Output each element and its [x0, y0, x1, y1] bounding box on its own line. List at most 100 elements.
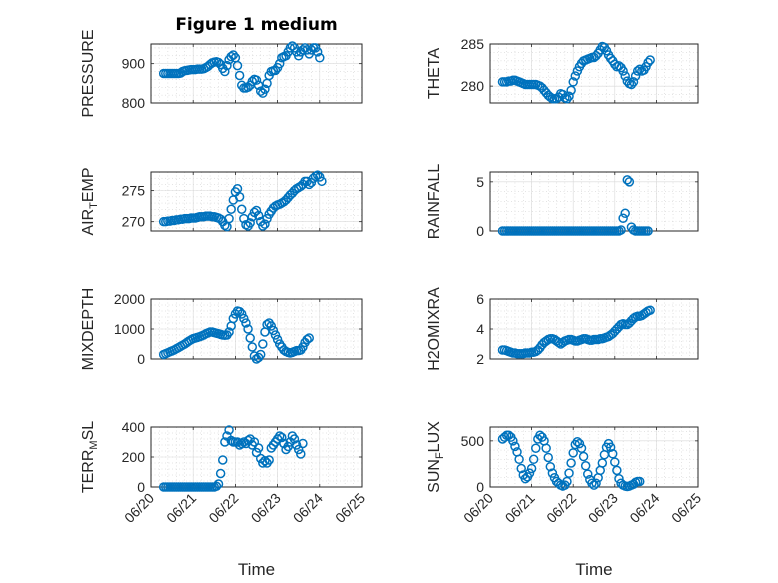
y-tick-label: 270: [122, 214, 146, 230]
data-point: [583, 469, 593, 479]
data-point: [258, 339, 268, 349]
y-axis-label: THETA: [426, 48, 443, 100]
data-point: [574, 438, 585, 449]
data-point: [605, 442, 616, 453]
data-point: [251, 205, 262, 216]
series-points: [497, 430, 645, 492]
y-tick-label: 6: [476, 291, 484, 307]
data-point: [243, 324, 253, 334]
data-point: [587, 478, 597, 489]
y-axis-label: MIXDEPTH: [80, 288, 97, 371]
data-point: [620, 208, 630, 219]
data-point: [553, 337, 564, 348]
data-point: [531, 443, 541, 453]
data-point: [643, 57, 653, 68]
data-point: [541, 443, 551, 453]
data-point: [226, 51, 236, 62]
data-point: [222, 60, 232, 71]
data-point: [289, 434, 300, 444]
x-axis-label: Time: [575, 560, 612, 579]
y-tick-label: 2000: [114, 291, 145, 307]
data-point: [620, 71, 630, 81]
data-point: [528, 454, 539, 465]
data-point: [264, 455, 274, 465]
data-point: [232, 60, 243, 71]
data-point: [562, 94, 572, 104]
data-point: [304, 333, 314, 343]
data-point: [589, 480, 599, 490]
data-point: [236, 309, 247, 319]
data-point: [304, 179, 314, 190]
y-tick-label: 200: [122, 449, 146, 465]
data-point: [580, 461, 591, 471]
data-point: [566, 85, 576, 96]
data-point: [312, 170, 323, 180]
data-point: [298, 342, 308, 352]
data-point: [241, 318, 251, 328]
data-point: [568, 448, 578, 458]
data-point: [266, 321, 277, 331]
axes-frame: [489, 43, 699, 104]
data-point: [547, 468, 558, 478]
x-tick-label: 06/21: [502, 490, 538, 526]
data-point: [516, 463, 526, 474]
data-point: [255, 349, 266, 360]
data-point: [632, 66, 643, 76]
axes-frame: [150, 171, 363, 232]
series-points: [158, 306, 314, 364]
data-point: [635, 64, 645, 75]
data-point: [226, 435, 236, 446]
data-point: [564, 468, 574, 478]
data-point: [622, 175, 633, 185]
data-point: [526, 463, 537, 474]
y-tick-label: 5: [476, 174, 484, 190]
y-tick-label: 0: [476, 223, 484, 239]
data-point: [564, 91, 574, 102]
series-points: [158, 425, 308, 492]
x-tick-label: 06/23: [248, 490, 284, 526]
data-point: [572, 437, 583, 447]
data-point: [224, 213, 234, 224]
data-point: [236, 204, 247, 215]
data-point: [630, 71, 641, 81]
data-point: [514, 454, 524, 465]
y-tick-label: 900: [122, 56, 146, 72]
data-point: [317, 176, 327, 187]
data-point: [545, 461, 556, 472]
data-point: [239, 313, 249, 324]
y-axis-label: SUNFLUX: [426, 421, 446, 493]
data-point: [226, 204, 236, 215]
y-tick-label: 275: [122, 183, 146, 199]
data-point: [224, 327, 234, 337]
data-point: [568, 77, 578, 87]
data-point: [562, 476, 572, 487]
data-point: [247, 342, 258, 352]
y-tick-label: 280: [461, 78, 485, 94]
data-point: [302, 334, 312, 345]
data-point: [258, 221, 268, 231]
data-point: [268, 325, 279, 336]
series-points: [158, 41, 325, 98]
y-tick-label: 400: [122, 419, 146, 435]
y-tick-label: 0: [476, 479, 484, 495]
y-axis-label: H2OMIXRA: [426, 287, 443, 371]
axes-background: [489, 171, 699, 232]
data-point: [245, 333, 255, 343]
x-axis-label: Time: [238, 560, 275, 579]
data-point: [228, 50, 239, 60]
data-point: [213, 479, 224, 489]
data-point: [566, 458, 576, 468]
x-tick-label: 06/24: [290, 490, 326, 526]
data-point: [274, 431, 285, 441]
data-point: [315, 53, 325, 63]
y-axis-label: PRESSURE: [80, 29, 97, 117]
data-point: [614, 473, 624, 484]
data-point: [272, 334, 283, 345]
data-point: [296, 449, 306, 459]
y-tick-label: 800: [122, 95, 146, 111]
data-point: [217, 455, 228, 465]
data-point: [234, 306, 245, 317]
data-point: [224, 425, 234, 435]
y-axis-label: TERRMSL: [80, 421, 100, 493]
